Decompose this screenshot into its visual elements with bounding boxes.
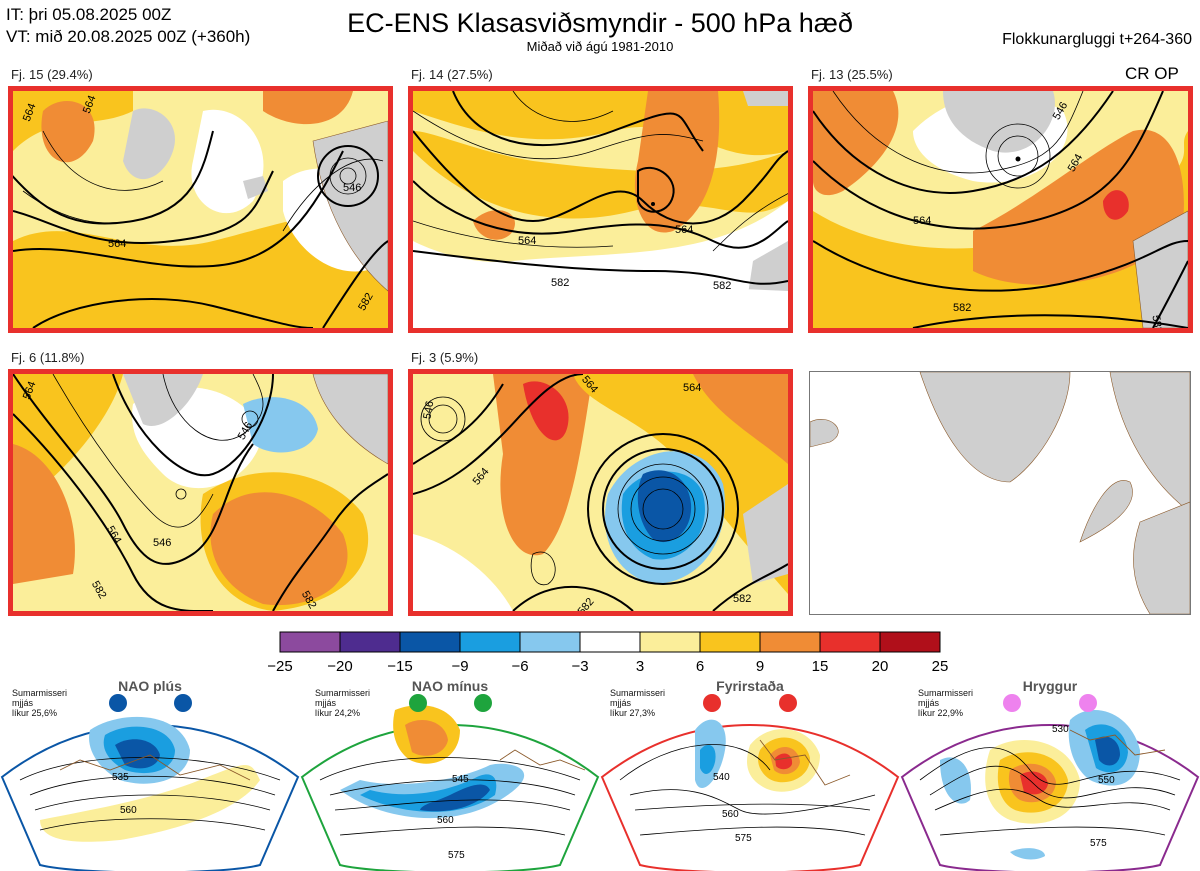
panel-2-label: Fj. 14 (27.5%)	[411, 67, 493, 82]
contour-label: 550	[1098, 775, 1115, 786]
valid-time: VT: mið 20.08.2025 00Z (+360h)	[6, 27, 251, 46]
colorbar-tick-label: 3	[636, 658, 644, 675]
cluster-map-1: 564 564 564 546 582	[8, 86, 393, 333]
regime-title: Hryggur	[1022, 678, 1078, 694]
regime-note: Sumarmisseri mjjás líkur 24,2%	[315, 688, 371, 718]
contour-label: 564	[21, 102, 39, 123]
colorbar-tick-label: 15	[812, 658, 829, 675]
init-time: IT: þri 05.08.2025 00Z	[6, 5, 172, 24]
regime-note: Sumarmisseri mjjás líkur 27,3%	[610, 688, 666, 718]
contour-label: 546	[343, 182, 361, 194]
panel-4-label: Fj. 6 (11.8%)	[11, 350, 85, 365]
contour-label: 582	[551, 277, 569, 289]
contour-label: 560	[437, 815, 454, 826]
regime-nao-minus: Sumarmisseri mjjás líkur 24,2% NAO mínus 5…	[300, 670, 600, 871]
contour-label: 582	[733, 593, 751, 605]
cluster-map-3: 546 564 564 582 582	[808, 86, 1193, 333]
regime-marker	[1079, 694, 1097, 712]
contour-label: 545	[452, 774, 469, 785]
regime-title: Fyrirstaða	[716, 678, 784, 694]
contour-label: 564	[81, 94, 99, 115]
colorbar-tick-label: 20	[872, 658, 889, 675]
contour-label: 575	[448, 850, 465, 861]
colorbar-swatch	[339, 631, 401, 653]
regime-title: NAO mínus	[411, 678, 489, 694]
colorbar-swatch	[879, 631, 941, 653]
cluster-map-4: 564 546 546 564 582 582	[8, 369, 393, 616]
colorbar-tick-label: −20	[327, 658, 352, 675]
classification-window: Flokkunargluggi t+264-360	[1002, 31, 1192, 48]
panel-3-label: Fj. 13 (25.5%)	[811, 67, 893, 82]
colorbar-tick-label: −3	[571, 658, 588, 675]
regime-blocking: Sumarmisseri mjjás líkur 27,3% Fyrirstaða …	[600, 670, 900, 871]
contour-label: 582	[1149, 314, 1164, 328]
colorbar-swatch	[759, 631, 821, 653]
cluster-map-2: 564 564 582 582	[408, 86, 793, 333]
contour-label: 540	[713, 772, 730, 783]
contour-label: 535	[112, 772, 129, 783]
regime-note: Sumarmisseri mjjás líkur 25,6%	[12, 688, 68, 718]
contour-label: 564	[108, 238, 126, 250]
empty-map-panel	[809, 371, 1191, 615]
colorbar-tick-label: −9	[451, 658, 468, 675]
contour-label: 582	[713, 280, 731, 292]
regime-marker	[474, 694, 492, 712]
regime-marker	[1003, 694, 1021, 712]
colorbar-swatch	[519, 631, 581, 653]
colorbar-swatch	[819, 631, 881, 653]
chart-title: EC-ENS Klasasviðsmyndir - 500 hPa hæð	[347, 8, 853, 38]
contour-label: 560	[120, 805, 137, 816]
colorbar-tick-label: −25	[267, 658, 292, 675]
regime-note: Sumarmisseri mjjás líkur 22,9%	[918, 688, 974, 718]
colorbar: −25 −20 −15 −9 −6 −3 3 6 9 15 20 25	[267, 631, 949, 675]
contour-label: 564	[913, 215, 931, 227]
regime-ridge: Sumarmisseri mjjás líkur 22,9% Hryggur	[900, 670, 1200, 871]
contour-label: 582	[953, 302, 971, 314]
contour-label: 564	[675, 224, 693, 236]
contour-label: 575	[1090, 838, 1107, 849]
regime-marker	[109, 694, 127, 712]
contour-label: 546	[153, 537, 171, 549]
regime-marker	[409, 694, 427, 712]
contour-label: 530	[1052, 724, 1069, 735]
colorbar-tick-label: −6	[511, 658, 528, 675]
colorbar-swatch	[699, 631, 761, 653]
colorbar-swatch	[399, 631, 461, 653]
chart-subtitle: Miðað við ágú 1981-2010	[526, 39, 674, 54]
colorbar-swatch	[459, 631, 521, 653]
contour-label: 546	[421, 400, 436, 420]
regime-marker	[174, 694, 192, 712]
regime-marker	[703, 694, 721, 712]
regime-marker	[779, 694, 797, 712]
regime-title: NAO plús	[118, 678, 182, 694]
colorbar-swatch	[579, 631, 641, 653]
run-info: IT: þri 05.08.2025 00Z VT: mið 20.08.202…	[6, 4, 250, 48]
regime-nao-plus: Sumarmisseri mjjás líkur 25,6% NAO plús 53…	[0, 670, 300, 871]
contour-label: 575	[735, 833, 752, 844]
panel-5-label: Fj. 3 (5.9%)	[411, 350, 479, 365]
contour-label: 564	[683, 382, 701, 394]
contour-label: 564	[21, 380, 39, 401]
colorbar-swatch	[639, 631, 701, 653]
panel-1-label: Fj. 15 (29.4%)	[11, 67, 93, 82]
regimes-row: Sumarmisseri mjjás líkur 25,6% NAO plús 53…	[0, 670, 1200, 871]
colorbar-swatch	[279, 631, 341, 653]
colorbar-tick-label: 9	[756, 658, 764, 675]
colorbar-tick-label: −15	[387, 658, 412, 675]
cr-op-label: CR OP	[1125, 64, 1179, 83]
cluster-map-5: 546 564 564 564 582 582	[408, 369, 793, 616]
contour-label: 560	[722, 809, 739, 820]
colorbar-tick-label: 6	[696, 658, 704, 675]
contour-label: 564	[518, 235, 536, 247]
colorbar-tick-label: 25	[932, 658, 949, 675]
